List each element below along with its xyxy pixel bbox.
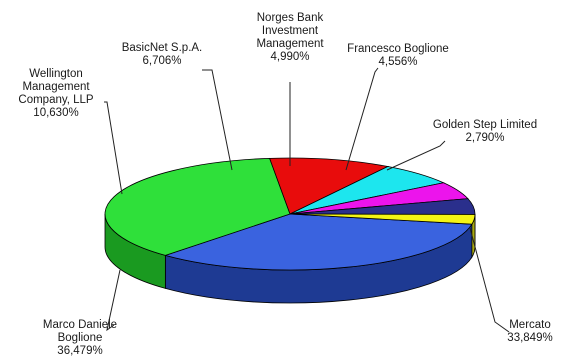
slice-label-3: BasicNet S.p.A. 6,706% — [122, 42, 203, 67]
slice-6 — [289, 213, 476, 225]
slice-1 — [104, 157, 291, 256]
leader-line-2 — [104, 101, 123, 195]
slice-label-line: Francesco Boglione — [347, 43, 449, 55]
slice-label-4: Norges Bank Investment Management 4,990% — [256, 12, 324, 63]
slice-label-5: Francesco Boglione 4,556% — [347, 43, 449, 68]
slice-label-0: Mercato 33,849% — [507, 319, 552, 344]
slice-label-line: 36,479% — [57, 345, 102, 356]
slice-label-line: 6,706% — [142, 55, 181, 67]
slice-0 — [163, 213, 473, 271]
slice-label-line: Golden Step Limited — [433, 119, 537, 131]
leader-line-0 — [469, 227, 510, 333]
slice-label-line: 10,630% — [33, 107, 78, 119]
pie-slices — [104, 157, 476, 271]
slice-label-line: Mercato — [509, 319, 551, 331]
slice-label-line: Management — [256, 38, 324, 50]
slice-label-line: BasicNet S.p.A. — [122, 42, 203, 54]
leader-line-6 — [386, 140, 446, 171]
slice-label-line: Norges Bank — [257, 12, 324, 24]
slice-label-line: Marco Daniele — [43, 319, 117, 331]
slice-label-2: Wellington Management Company, LLP 10,630% — [18, 68, 94, 119]
leader-line-5 — [345, 67, 379, 171]
slice-label-line: 4,556% — [378, 56, 417, 68]
slice-label-line: Management — [22, 81, 90, 93]
slice-label-line: 4,990% — [270, 51, 309, 63]
leader-line-3 — [202, 69, 233, 171]
slice-label-6: Golden Step Limited 2,790% — [433, 119, 537, 144]
slice-label-line: 2,790% — [465, 132, 504, 144]
slice-label-1: Marco Daniele Boglione 36,479% — [43, 319, 117, 356]
leader-lines — [104, 67, 510, 333]
slice-label-line: Boglione — [58, 332, 103, 344]
slice-label-line: Company, LLP — [18, 94, 94, 106]
slice-label-line: Wellington — [29, 68, 83, 80]
slice-label-line: 33,849% — [507, 332, 552, 344]
slice-2 — [269, 157, 390, 215]
slice-labels: Mercato 33,849% Marco Daniele Boglione 36,47… — [18, 12, 552, 356]
leader-line-1 — [106, 269, 121, 332]
slice-label-line: Investment — [262, 25, 319, 37]
